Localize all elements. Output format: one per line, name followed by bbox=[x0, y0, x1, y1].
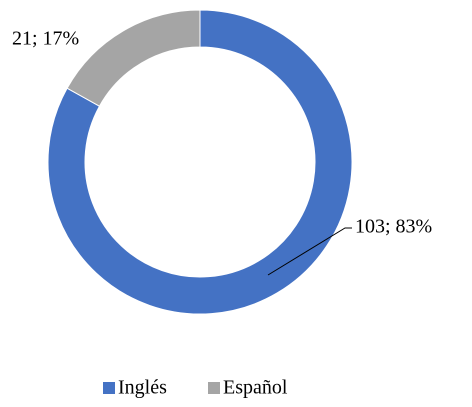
data-label: 21; 17% bbox=[12, 28, 79, 50]
donut-slice bbox=[47, 9, 353, 315]
legend-swatch bbox=[208, 382, 220, 394]
leader-line bbox=[267, 227, 352, 276]
data-label: 103; 83% bbox=[355, 216, 432, 238]
legend-label: Español bbox=[223, 377, 288, 399]
donut-slice bbox=[66, 9, 201, 107]
legend-label: Inglés bbox=[118, 377, 167, 399]
legend-swatch bbox=[103, 382, 115, 394]
